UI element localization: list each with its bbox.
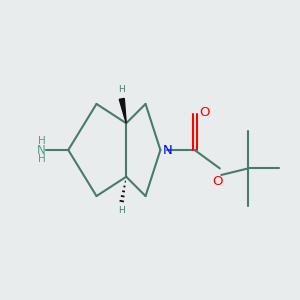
Text: H: H	[38, 136, 45, 146]
Text: O: O	[212, 175, 223, 188]
Text: H: H	[38, 154, 45, 164]
Text: N: N	[163, 143, 172, 157]
Text: H: H	[118, 206, 125, 215]
Text: H: H	[118, 85, 125, 94]
Text: N: N	[37, 143, 46, 157]
Text: O: O	[199, 106, 209, 119]
Polygon shape	[119, 98, 126, 123]
